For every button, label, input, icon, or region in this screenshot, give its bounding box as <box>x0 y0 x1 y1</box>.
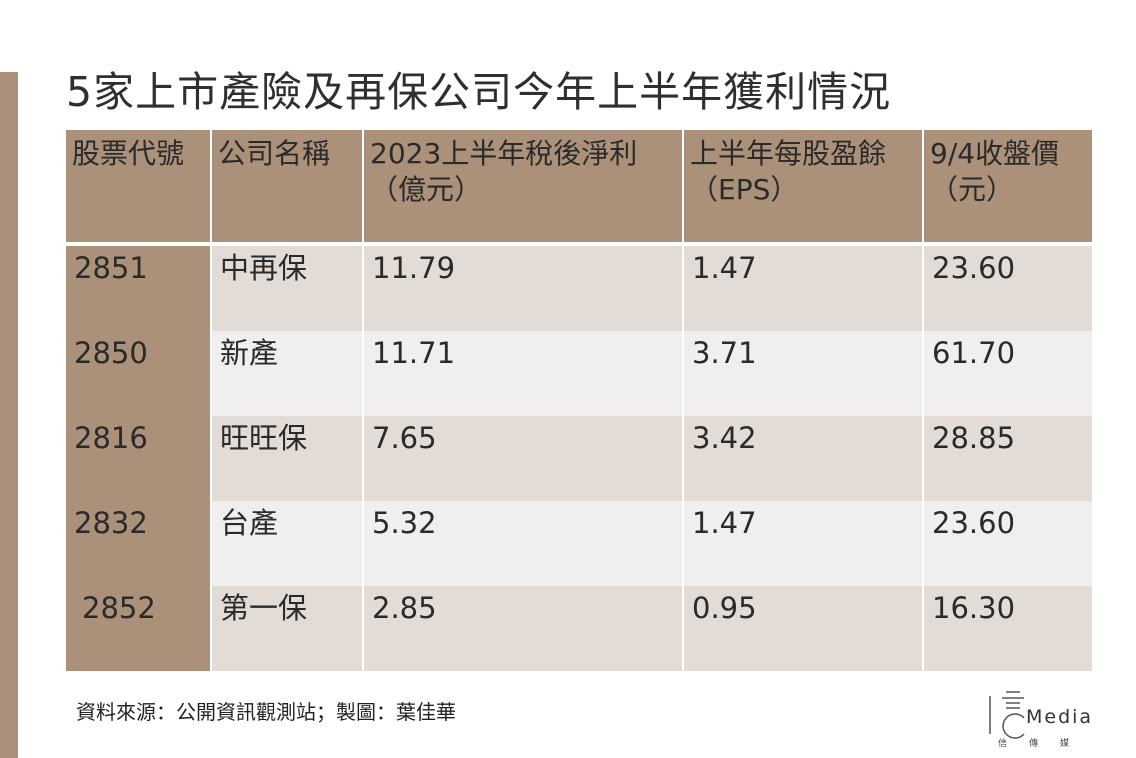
profit-table: 股票代號 公司名稱 2023上半年稅後淨利 （億元） 上半年每股盈餘 （EPS）… <box>66 130 1092 671</box>
header-closing-price: 9/4收盤價 （元） <box>923 130 1092 246</box>
cell-net-profit: 7.65 <box>363 416 684 501</box>
logo-mark-icon <box>989 691 1025 739</box>
header-eps: 上半年每股盈餘 （EPS） <box>683 130 924 246</box>
table-row: 2850 新產 11.71 3.71 61.70 <box>66 331 1092 416</box>
cell-company-name: 中再保 <box>211 244 364 331</box>
table-header-row: 股票代號 公司名稱 2023上半年稅後淨利 （億元） 上半年每股盈餘 （EPS）… <box>66 130 1092 246</box>
cell-eps: 1.47 <box>683 244 924 331</box>
header-label: 2023上半年稅後淨利 <box>370 137 638 170</box>
cell-closing-price: 16.30 <box>923 586 1092 671</box>
cell-eps: 3.42 <box>683 416 924 501</box>
cell-stock-code: 2850 <box>66 331 212 416</box>
cell-closing-price: 61.70 <box>923 331 1092 416</box>
cell-stock-code: 2816 <box>66 416 212 501</box>
cell-company-name: 台產 <box>211 501 364 586</box>
cell-company-name: 旺旺保 <box>211 416 364 501</box>
cell-stock-code: 2832 <box>66 501 212 586</box>
cell-eps: 3.71 <box>683 331 924 416</box>
logo-wordmark: Media <box>1026 706 1094 728</box>
header-label: 9/4收盤價 <box>930 137 1060 170</box>
cell-net-profit: 11.71 <box>363 331 684 416</box>
header-stock-code: 股票代號 <box>66 130 212 246</box>
cell-company-name: 第一保 <box>211 586 364 671</box>
left-accent-bar <box>0 72 18 758</box>
cell-closing-price: 23.60 <box>923 501 1092 586</box>
cell-eps: 0.95 <box>683 586 924 671</box>
data-source-note: 資料來源：公開資訊觀測站；製圖：葉佳華 <box>76 700 456 724</box>
table-row: 2832 台產 5.32 1.47 23.60 <box>66 501 1092 586</box>
header-unit: （元） <box>930 173 1015 206</box>
header-label: 股票代號 <box>72 137 185 170</box>
header-label: 上半年每股盈餘 <box>690 137 887 170</box>
cell-net-profit: 2.85 <box>363 586 684 671</box>
cell-eps: 1.47 <box>683 501 924 586</box>
table-row: 2816 旺旺保 7.65 3.42 28.85 <box>66 416 1092 501</box>
table-row: 2852 第一保 2.85 0.95 16.30 <box>66 586 1092 671</box>
cell-closing-price: 28.85 <box>923 416 1092 501</box>
cell-company-name: 新產 <box>211 331 364 416</box>
cell-stock-code: 2851 <box>66 244 212 331</box>
table-row: 2851 中再保 11.79 1.47 23.60 <box>66 244 1092 331</box>
header-unit: （EPS） <box>690 173 799 206</box>
header-company-name: 公司名稱 <box>211 130 364 246</box>
header-unit: （億元） <box>370 173 483 206</box>
cell-closing-price: 23.60 <box>923 244 1092 331</box>
cell-net-profit: 11.79 <box>363 244 684 331</box>
logo-subtitle: 信傳媒 <box>998 739 1092 749</box>
page-title: 5家上市產險及再保公司今年上半年獲利情況 <box>66 68 892 116</box>
header-net-profit: 2023上半年稅後淨利 （億元） <box>363 130 684 246</box>
media-logo: Media 信傳媒 <box>984 690 1116 752</box>
header-label: 公司名稱 <box>218 137 331 170</box>
cell-net-profit: 5.32 <box>363 501 684 586</box>
cell-stock-code: 2852 <box>66 586 212 671</box>
